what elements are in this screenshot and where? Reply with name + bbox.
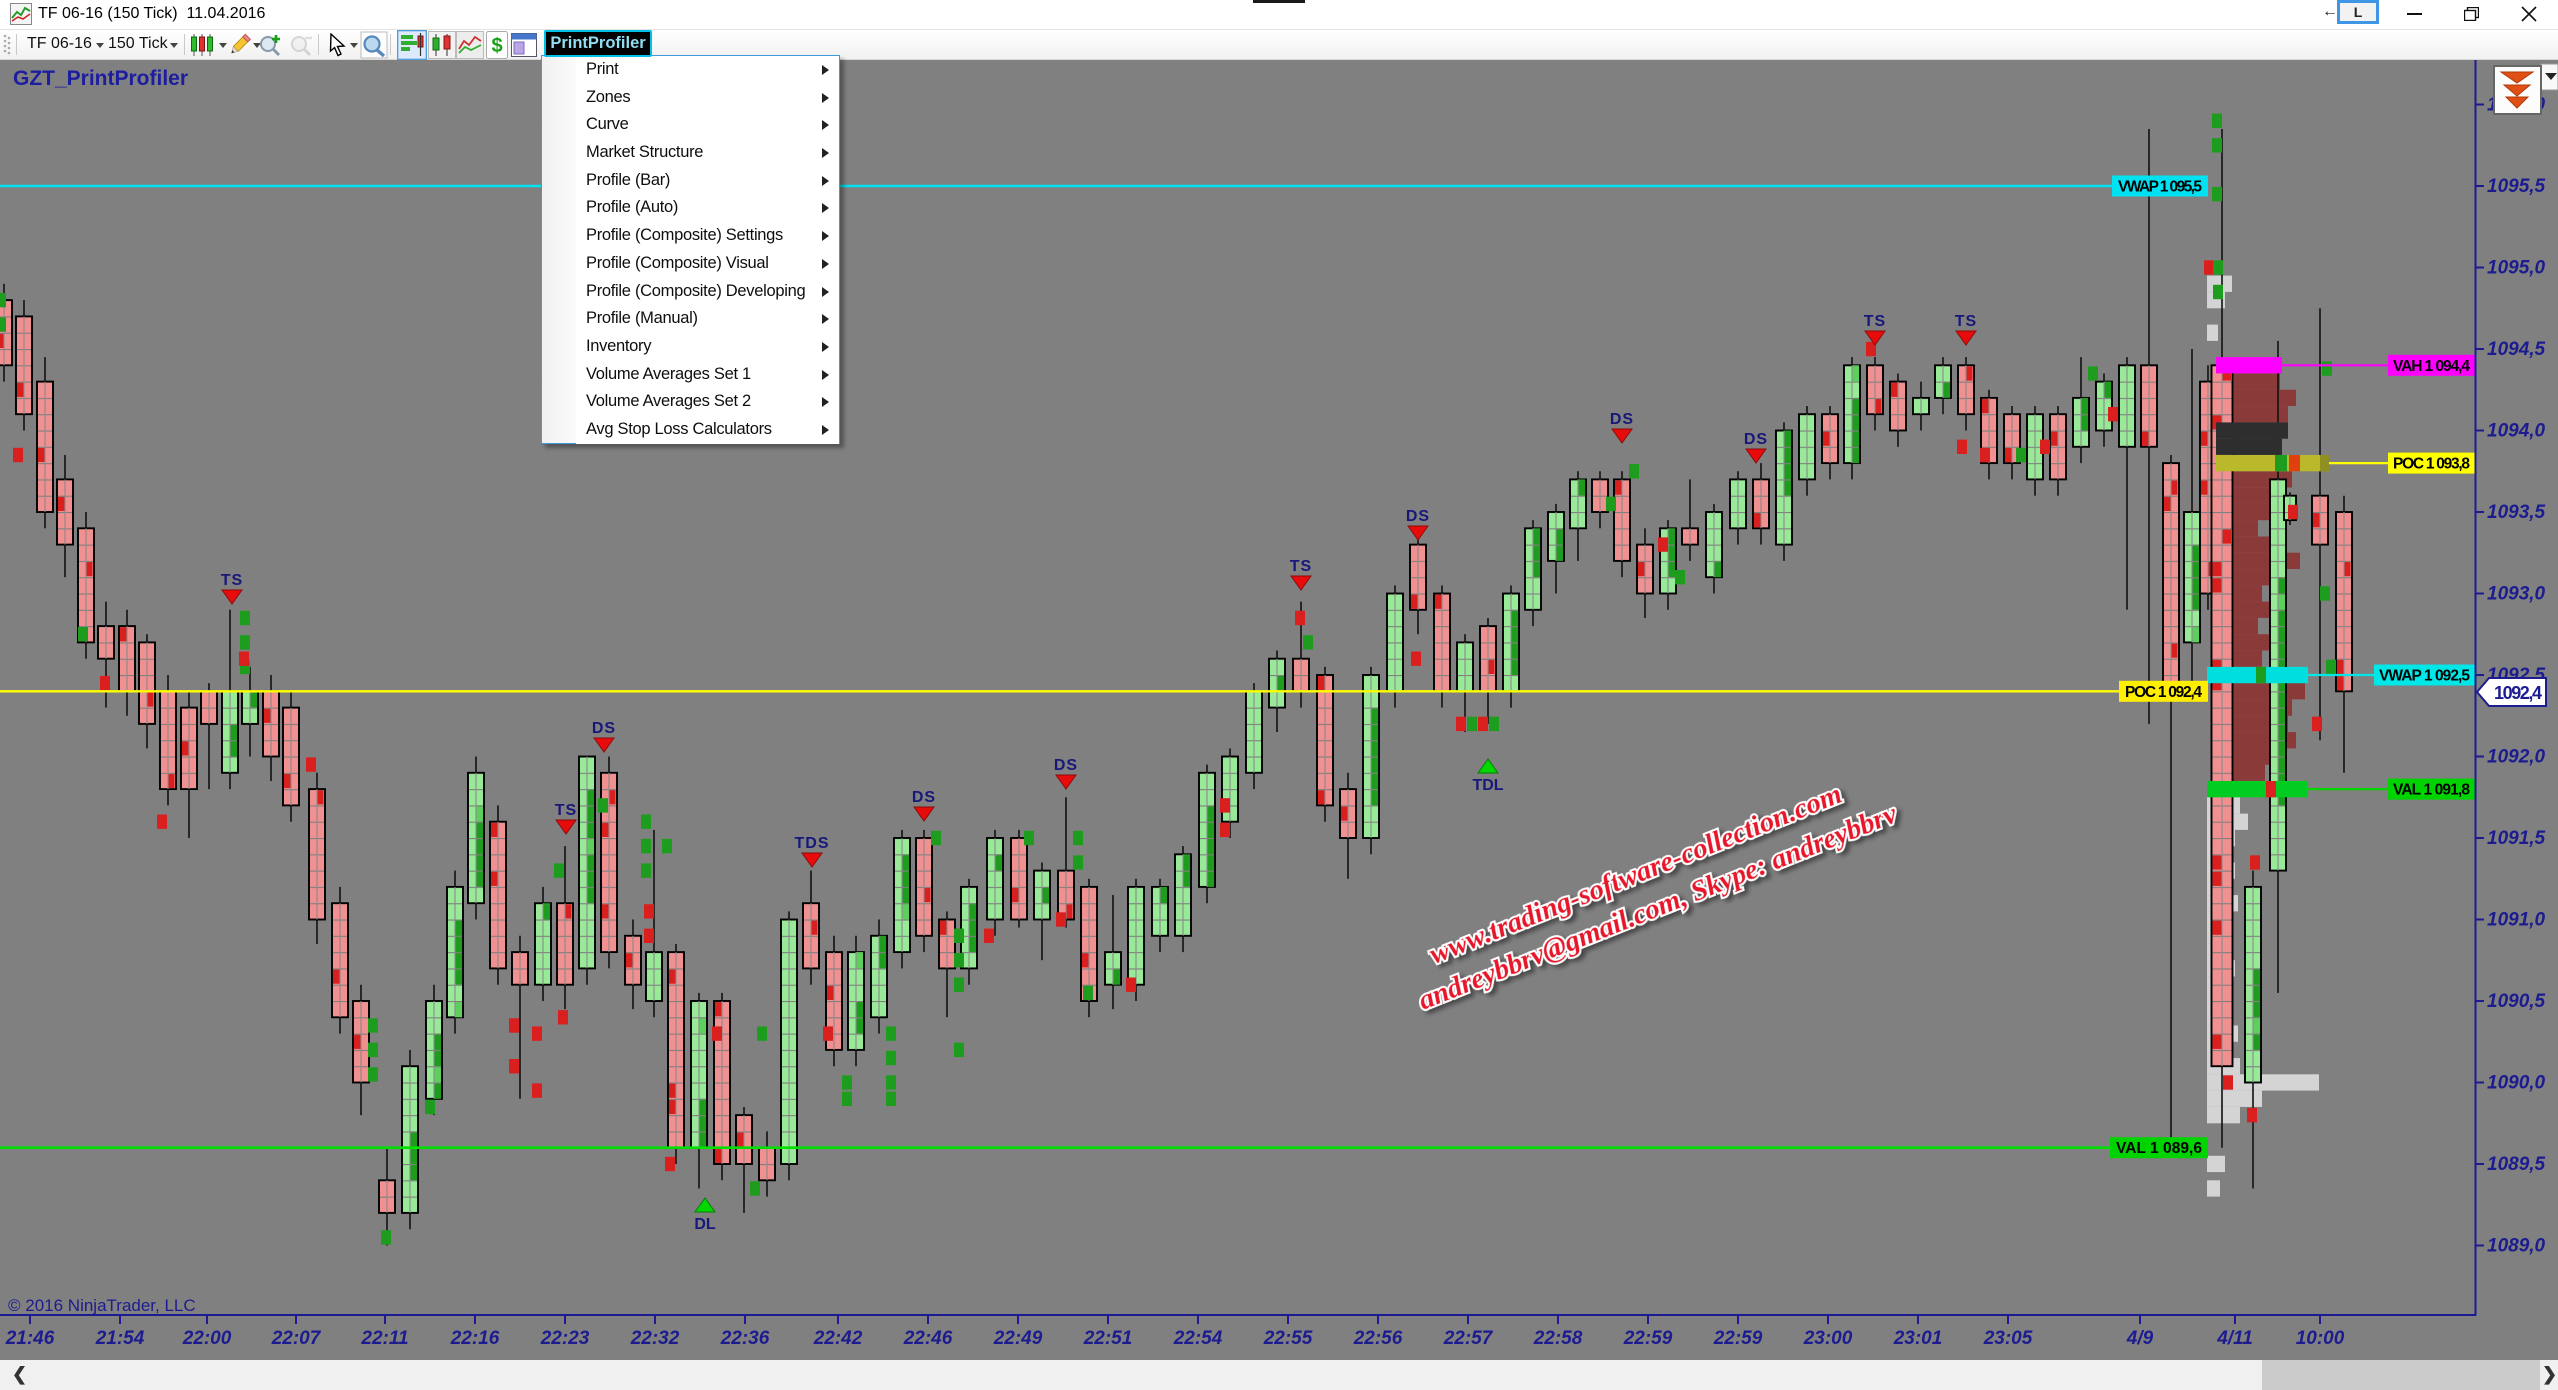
svg-text:TS: TS [1955,313,1977,330]
svg-text:DS: DS [1054,757,1078,774]
svg-text:DL: DL [694,1216,716,1233]
svg-text:22:57: 22:57 [1443,1328,1494,1349]
svg-text:22:51: 22:51 [1083,1328,1133,1349]
svg-text:TDL: TDL [1472,777,1503,794]
svg-text:1092,0: 1092,0 [2487,747,2546,768]
svg-text:TS: TS [1864,313,1886,330]
svg-text:22:46: 22:46 [903,1328,953,1349]
svg-text:22:42: 22:42 [813,1328,863,1349]
svg-text:DS: DS [592,720,616,737]
svg-text:23:01: 23:01 [1893,1328,1943,1349]
svg-text:22:59: 22:59 [1713,1328,1763,1349]
svg-text:23:05: 23:05 [1983,1328,2033,1349]
svg-text:21:54: 21:54 [95,1328,145,1349]
svg-text:22:59: 22:59 [1623,1328,1673,1349]
svg-text:22:56: 22:56 [1353,1328,1403,1349]
svg-text:1091,0: 1091,0 [2487,910,2546,931]
svg-text:VAL 1 091,8: VAL 1 091,8 [2393,782,2470,799]
svg-text:1089,5: 1089,5 [2487,1154,2546,1175]
svg-text:DS: DS [1610,411,1634,428]
svg-text:© 2016 NinjaTrader, LLC: © 2016 NinjaTrader, LLC [8,1296,196,1315]
svg-text:andreybbrv@gmail.com, Skype: a: andreybbrv@gmail.com, Skype: andreybbrv [1414,797,1903,1016]
svg-text:TDS: TDS [795,835,830,852]
svg-text:$: $ [491,35,502,57]
svg-text:VWAP 1 092,5: VWAP 1 092,5 [2379,668,2470,685]
svg-text:VWAP 1 095,5: VWAP 1 095,5 [2118,179,2202,196]
svg-text:22:11: 22:11 [360,1328,408,1349]
svg-text:1094,5: 1094,5 [2487,339,2546,360]
svg-text:POC 1 093,8: POC 1 093,8 [2393,456,2470,473]
svg-text:DS: DS [1744,431,1768,448]
svg-text:22:16: 22:16 [450,1328,500,1349]
svg-text:22:36: 22:36 [720,1328,770,1349]
svg-text:1091,5: 1091,5 [2487,828,2546,849]
svg-text:VAH 1 094,4: VAH 1 094,4 [2393,358,2470,375]
svg-text:22:23: 22:23 [540,1328,590,1349]
svg-text:VAL 1 089,6: VAL 1 089,6 [2116,1140,2202,1157]
svg-text:1094,0: 1094,0 [2487,421,2546,442]
svg-text:22:00: 22:00 [182,1328,232,1349]
svg-text:TS: TS [221,572,243,589]
svg-text:TS: TS [1290,558,1312,575]
svg-text:1093,5: 1093,5 [2487,502,2546,523]
svg-text:22:32: 22:32 [630,1328,680,1349]
svg-text:22:54: 22:54 [1173,1328,1223,1349]
svg-text:1092,4: 1092,4 [2494,683,2542,703]
svg-text:22:07: 22:07 [271,1328,322,1349]
svg-text:1095,0: 1095,0 [2487,258,2546,279]
svg-text:1090,5: 1090,5 [2487,991,2546,1012]
svg-text:POC 1 092,4: POC 1 092,4 [2125,684,2202,701]
svg-text:DS: DS [1406,508,1430,525]
svg-text:4/11: 4/11 [2216,1328,2253,1349]
svg-text:DS: DS [912,789,936,806]
svg-text:TS: TS [555,802,577,819]
svg-text:1090,0: 1090,0 [2487,1073,2546,1094]
svg-text:22:55: 22:55 [1263,1328,1313,1349]
svg-text:21:46: 21:46 [5,1328,55,1349]
svg-text:23:00: 23:00 [1803,1328,1853,1349]
svg-text:10:00: 10:00 [2296,1328,2345,1349]
svg-text:22:58: 22:58 [1533,1328,1583,1349]
svg-text:4/9: 4/9 [2126,1328,2154,1349]
svg-text:GZT_PrintProfiler: GZT_PrintProfiler [13,67,188,90]
svg-text:1089,0: 1089,0 [2487,1236,2546,1257]
svg-text:1095,5: 1095,5 [2487,176,2546,197]
svg-text:1093,0: 1093,0 [2487,584,2546,605]
svg-text:22:49: 22:49 [993,1328,1043,1349]
